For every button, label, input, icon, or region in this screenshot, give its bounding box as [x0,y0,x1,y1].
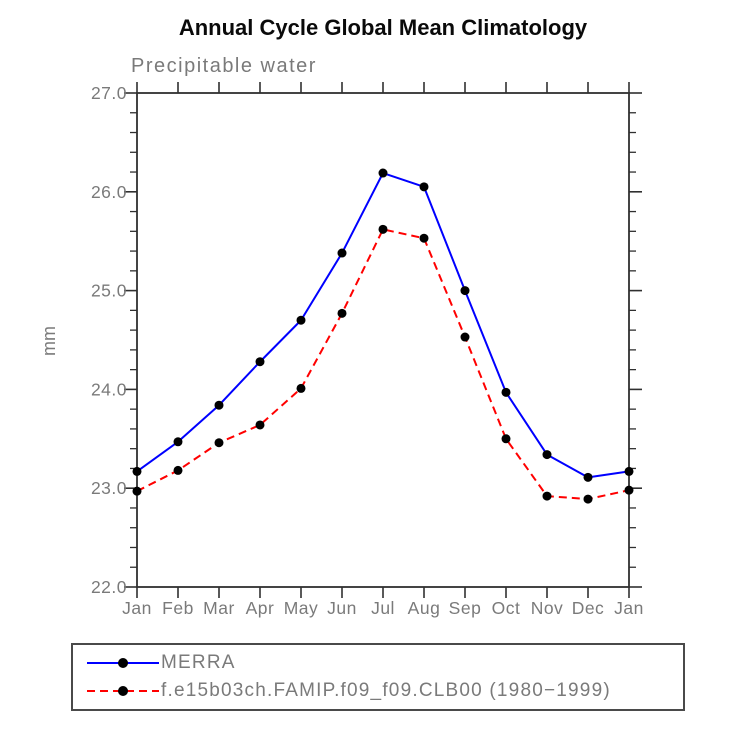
plot-border [136,92,630,588]
y-tick-label: 27.0 [91,83,127,103]
y-tick-label: 23.0 [91,478,127,498]
legend-label-merra: MERRA [161,652,236,673]
x-tick-label: Mar [203,598,235,618]
series-model [132,224,634,504]
data-point-marker [542,491,552,501]
y-tick-label: 25.0 [91,281,127,301]
series-line [136,172,630,479]
data-point-marker [624,485,634,495]
data-point-marker [501,434,511,444]
legend-sample-marker [118,658,128,668]
y-tick-label: 24.0 [91,379,127,399]
y-tick-label: 26.0 [91,182,127,202]
data-point-marker [460,286,470,296]
chart-subtitle: Precipitable water [131,55,317,77]
chart-title: Annual Cycle Global Mean Climatology [178,15,588,40]
x-tick-label: Jan [122,598,152,618]
merra-line-sample [87,658,159,668]
legend-item-merra: MERRA [87,649,683,677]
x-tick-label: Sep [449,598,482,618]
data-point-marker [132,466,142,476]
data-point-marker [460,332,470,342]
x-tick-label: Jan [614,598,644,618]
data-point-marker [501,387,511,397]
x-tick-label: Oct [492,598,521,618]
legend-box: MERRA f.e15b03ch.FAMIP.f09_f09.CLB00 (19… [71,643,685,711]
data-point-marker [337,248,347,258]
legend-item-model: f.e15b03ch.FAMIP.f09_f09.CLB00 (1980−199… [87,677,683,705]
data-point-marker [419,182,429,192]
data-point-marker [624,466,634,476]
data-point-marker [583,472,593,482]
data-point-marker [583,494,593,504]
x-tick-label: Apr [246,598,275,618]
series-merra [132,168,634,482]
data-point-marker [255,420,265,430]
model-line-sample [87,686,159,696]
data-point-marker [378,168,388,178]
legend-sample-marker [118,686,128,696]
data-point-marker [214,438,224,448]
x-axis: Jan Feb Mar Apr May Jun Jul Aug Sep Oct Nov Dec Jan [122,82,644,618]
x-tick-label: Nov [531,598,564,618]
data-point-marker [255,357,265,367]
data-point-marker [132,486,142,496]
data-point-marker [542,450,552,460]
data-point-marker [296,315,306,325]
data-point-marker [173,465,183,475]
y-tick-label: 22.0 [91,577,127,597]
data-point-marker [337,308,347,318]
data-point-marker [378,224,388,234]
x-tick-label: Dec [572,598,605,618]
data-point-marker [214,400,224,410]
x-tick-label: Feb [162,598,194,618]
legend-label-model: f.e15b03ch.FAMIP.f09_f09.CLB00 (1980−199… [161,680,611,701]
y-axis: 27.0 26.0 25.0 24.0 23.0 22.0 [91,83,642,597]
data-point-marker [296,383,306,393]
x-tick-label: Aug [408,598,441,618]
data-point-marker [173,437,183,447]
data-point-marker [419,233,429,243]
x-tick-label: May [284,598,319,618]
x-tick-label: Jun [327,598,357,618]
x-tick-label: Jul [371,598,395,618]
